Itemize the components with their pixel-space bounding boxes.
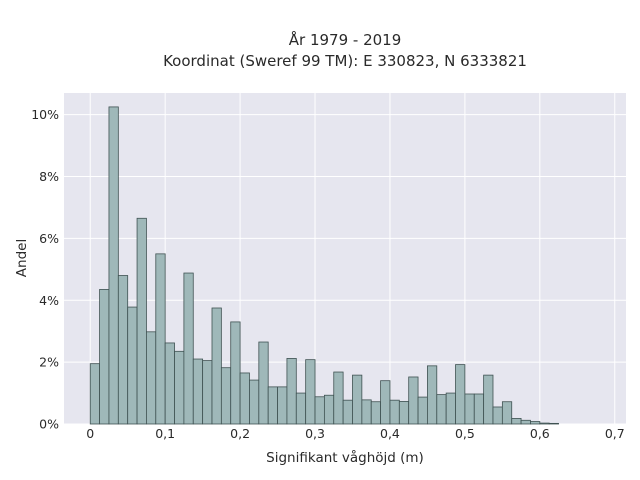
histogram-bar xyxy=(183,272,194,425)
x-tick-label: 0,5 xyxy=(455,426,475,441)
histogram-bar xyxy=(380,380,391,425)
histogram-bar xyxy=(408,376,419,425)
y-tick-label: 4% xyxy=(39,293,59,308)
histogram-bar xyxy=(192,358,204,425)
histogram-bar xyxy=(295,392,307,425)
histogram-bar xyxy=(436,394,447,425)
histogram-bar xyxy=(530,421,541,425)
histogram-bars xyxy=(89,106,559,425)
histogram-bar xyxy=(127,306,138,425)
histogram-bar xyxy=(305,359,316,425)
histogram-bar xyxy=(492,406,503,425)
histogram-bar xyxy=(99,289,110,425)
x-tick-label: 0,2 xyxy=(230,426,250,441)
histogram-bar xyxy=(108,106,119,425)
y-tick-label: 6% xyxy=(39,231,59,246)
histogram-bar xyxy=(417,396,428,425)
y-axis-ticks: 0% 2% 4% 6% 8% 10% xyxy=(31,107,59,431)
histogram-bar xyxy=(464,393,475,425)
histogram-bar xyxy=(323,394,335,425)
histogram-bar xyxy=(89,363,100,425)
y-tick-label: 2% xyxy=(39,355,59,370)
histogram-bar xyxy=(117,275,129,425)
histogram-bar xyxy=(352,374,363,425)
chart-title-line-1: År 1979 - 2019 xyxy=(289,30,402,49)
histogram-bar xyxy=(239,372,250,425)
x-tick-label: 0,7 xyxy=(605,426,625,441)
y-tick-label: 8% xyxy=(39,169,59,184)
x-tick-label: 0,1 xyxy=(155,426,175,441)
histogram-bar xyxy=(146,331,157,425)
y-axis-label: Andel xyxy=(14,239,30,277)
histogram-bar xyxy=(427,365,438,425)
histogram-bar xyxy=(342,399,353,425)
y-tick-label: 0% xyxy=(39,417,59,432)
x-axis-label: Signifikant våghöjd (m) xyxy=(266,449,424,466)
x-tick-label: 0 xyxy=(86,426,94,441)
histogram-bar xyxy=(230,321,241,425)
x-axis-ticks: 0 0,1 0,2 0,3 0,4 0,5 0,6 0,7 xyxy=(86,426,624,441)
histogram-bar xyxy=(258,341,269,425)
histogram-bar xyxy=(174,350,185,425)
histogram-bar xyxy=(445,392,456,425)
histogram-bar xyxy=(370,401,381,425)
histogram-bar xyxy=(361,399,372,425)
histogram-bar xyxy=(164,342,175,425)
x-tick-label: 0,4 xyxy=(380,426,400,441)
x-tick-label: 0,6 xyxy=(530,426,550,441)
y-tick-label: 10% xyxy=(31,107,59,122)
histogram-bar xyxy=(220,367,232,425)
histogram-bar xyxy=(520,419,531,425)
histogram-bar xyxy=(314,396,325,425)
histogram-bar xyxy=(249,379,260,425)
histogram-bar xyxy=(333,371,344,425)
histogram-bar xyxy=(211,307,222,425)
histogram-bar xyxy=(398,401,410,425)
histogram-bar xyxy=(539,422,550,425)
x-tick-label: 0,3 xyxy=(305,426,325,441)
histogram-bar xyxy=(136,217,147,425)
histogram-bar xyxy=(267,386,278,425)
histogram-bar xyxy=(455,364,466,425)
histogram-bar xyxy=(501,401,513,425)
histogram-bar xyxy=(548,422,559,425)
histogram-bar xyxy=(277,386,288,425)
histogram-bar xyxy=(511,418,522,425)
histogram-bar xyxy=(473,393,485,425)
histogram-bar xyxy=(389,399,400,425)
chart-title-line-2: Koordinat (Sweref 99 TM): E 330823, N 63… xyxy=(163,52,527,70)
histogram-bar xyxy=(202,360,213,425)
histogram-bar xyxy=(286,358,297,425)
histogram-bar xyxy=(483,374,494,425)
histogram-bar xyxy=(155,253,166,425)
